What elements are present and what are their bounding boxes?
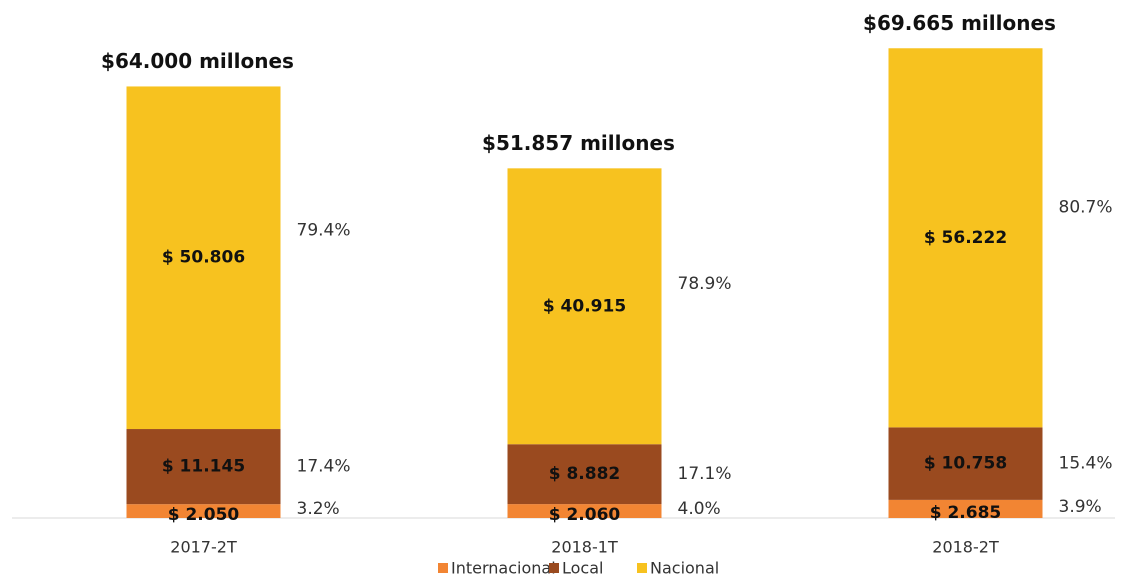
legend-label: Nacional — [650, 559, 719, 578]
value-label: $ 2.060 — [549, 505, 621, 525]
bar-segment — [507, 168, 662, 445]
x-tick-label: 2017-2T — [170, 538, 237, 557]
bar-segment — [126, 504, 281, 518]
bar-segment — [888, 48, 1043, 428]
share-label: 3.2% — [297, 499, 340, 519]
legend-label: Internacional — [451, 559, 556, 578]
value-label: $ 10.758 — [924, 454, 1007, 474]
x-tick-label: 2018-2T — [932, 538, 999, 557]
value-label: $ 8.882 — [549, 464, 621, 484]
legend-swatch — [637, 563, 647, 573]
bar-segment — [507, 444, 662, 505]
total-label: $64.000 millones — [101, 49, 294, 73]
share-label: 17.4% — [297, 457, 351, 477]
share-label: 3.9% — [1059, 497, 1102, 517]
legend-swatch — [549, 563, 559, 573]
legend-swatch — [438, 563, 448, 573]
bar-segment — [126, 429, 281, 505]
bar-segment — [888, 499, 1043, 518]
share-label: 79.4% — [297, 220, 351, 240]
value-label: $ 50.806 — [162, 248, 245, 268]
bar-segment — [507, 504, 662, 518]
value-label: $ 11.145 — [162, 457, 245, 477]
bar-segment — [126, 86, 281, 430]
legend-label: Local — [562, 559, 603, 578]
share-label: 78.9% — [678, 274, 732, 294]
bar-segment — [888, 427, 1043, 500]
share-label: 17.1% — [678, 464, 732, 484]
value-label: $ 2.685 — [930, 503, 1002, 523]
share-label: 80.7% — [1059, 197, 1113, 217]
value-label: $ 56.222 — [924, 228, 1007, 248]
value-label: $ 2.050 — [168, 505, 240, 525]
share-label: 15.4% — [1059, 454, 1113, 474]
value-label: $ 40.915 — [543, 296, 626, 316]
share-label: 4.0% — [678, 499, 721, 519]
total-label: $51.857 millones — [482, 131, 675, 155]
total-label: $69.665 millones — [863, 11, 1056, 35]
x-tick-label: 2018-1T — [551, 538, 618, 557]
